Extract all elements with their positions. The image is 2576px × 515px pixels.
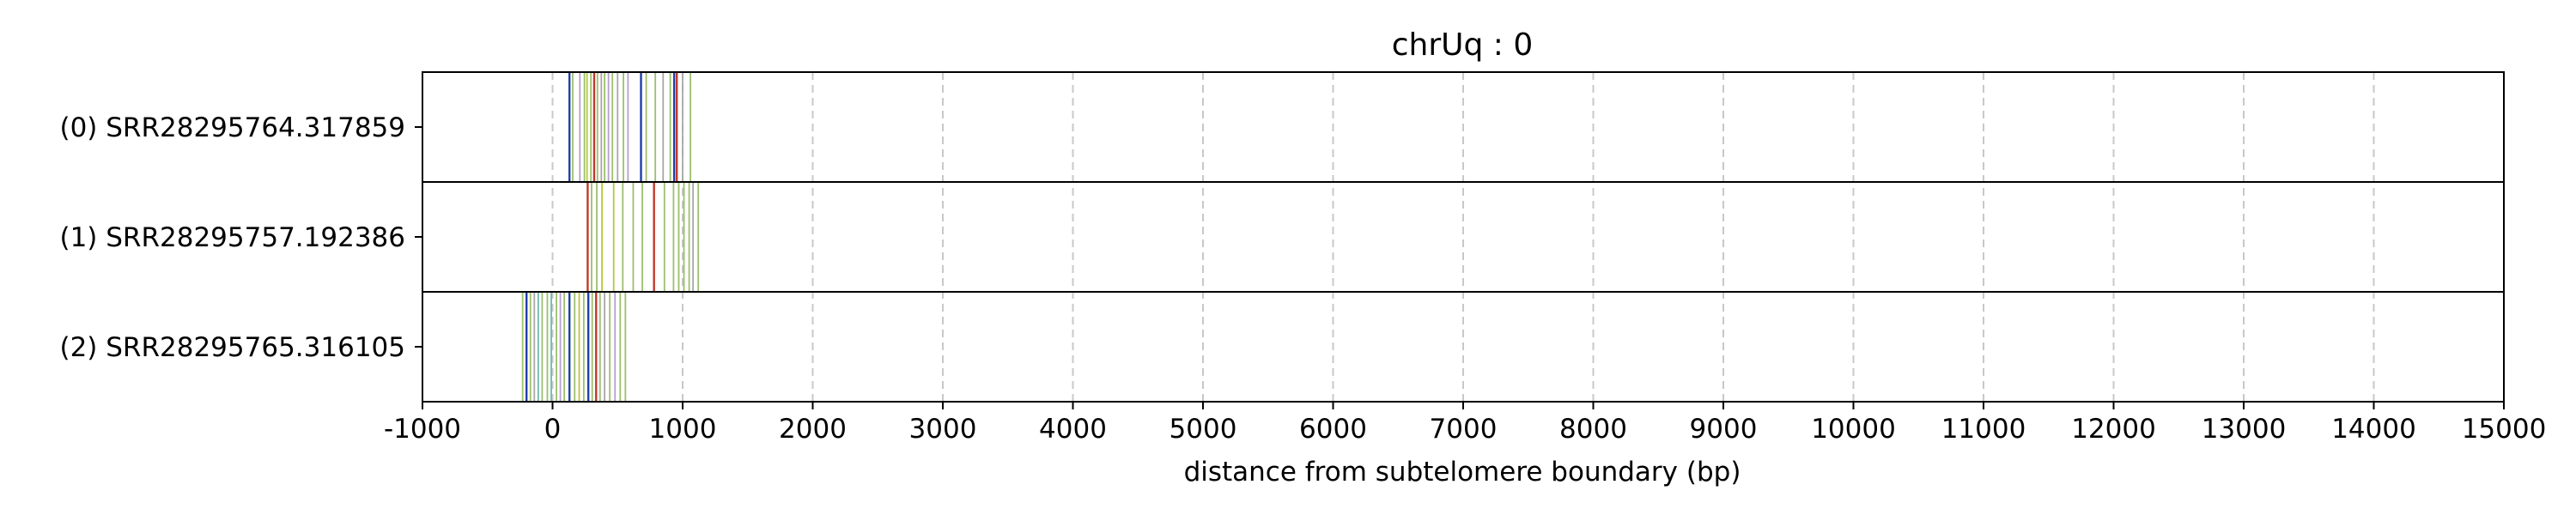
x-tick-label: 7000 <box>1430 414 1498 445</box>
x-tick-label: 10000 <box>1811 414 1896 445</box>
x-tick-label: 9000 <box>1690 414 1758 445</box>
x-tick-label: -1000 <box>384 414 461 445</box>
x-tick-label: 14000 <box>2331 414 2416 445</box>
plot-frame <box>422 71 2505 403</box>
chart-title: chrUq : 0 <box>1392 27 1534 63</box>
x-axis-label: distance from subtelomere boundary (bp) <box>1184 457 1741 488</box>
x-tick-label: 11000 <box>1941 414 2026 445</box>
track-labels: (0) SRR28295764.317859 (1) SRR28295757.19… <box>59 112 422 363</box>
track-label: (1) SRR28295757.192386 <box>59 222 405 253</box>
x-tick-label: 8000 <box>1559 414 1627 445</box>
x-tick-label: 12000 <box>2071 414 2156 445</box>
read-marks <box>521 73 700 401</box>
x-axis-ticks: -1000 0 1000 2000 3000 4000 5000 6000 7000 8000 90… <box>384 402 2546 445</box>
x-tick-label: 15000 <box>2462 414 2547 445</box>
x-tick-label: 6000 <box>1299 414 1367 445</box>
gridlines <box>551 72 2375 402</box>
track-label: (2) SRR28295765.316105 <box>59 332 405 363</box>
x-tick-label: 1000 <box>649 414 717 445</box>
track-label: (0) SRR28295764.317859 <box>59 112 405 143</box>
x-tick-label: 5000 <box>1170 414 1237 445</box>
plot-border <box>422 71 2505 403</box>
x-tick-label: 3000 <box>909 414 977 445</box>
x-tick-label: 4000 <box>1039 414 1107 445</box>
x-tick-label: 13000 <box>2202 414 2287 445</box>
x-tick-label: 2000 <box>779 414 847 445</box>
x-tick-label: 0 <box>544 414 562 445</box>
